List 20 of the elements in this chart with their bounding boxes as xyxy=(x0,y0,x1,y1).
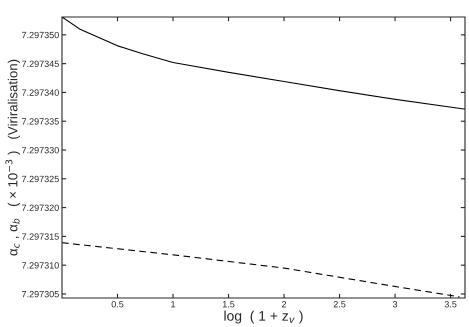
x-tick-label: 3.5 xyxy=(444,301,456,308)
x-tick-label: 1 xyxy=(171,301,176,308)
y-tick-label: 7.297330 xyxy=(22,146,59,154)
x-tick-label: 3 xyxy=(392,301,398,308)
y-tick-label: 7.297340 xyxy=(22,89,59,96)
y-tick-label: 7.297320 xyxy=(22,204,59,211)
y-tick-label: 7.297335 xyxy=(22,118,59,125)
x-axis-title: log ( 1 + z$_{v}$ ) xyxy=(224,310,303,324)
text: α$_{c}$ , α$_{b}$ ( × 10$^{−3}$ ) (Viriralisation) xyxy=(5,60,20,256)
x-tick-label: 1.5 xyxy=(222,301,234,308)
y-tick-label: 7.297350 xyxy=(22,32,59,38)
x-tick-label: 0.5 xyxy=(112,301,124,308)
line-series xyxy=(62,242,460,298)
y-tick-label: 7.297345 xyxy=(22,60,59,67)
y-tick-label: 7.297325 xyxy=(22,176,59,182)
x-tick-label: 2.5 xyxy=(334,301,346,308)
y-tick-label: 7.297305 xyxy=(22,290,59,298)
y-tick-label: 7.297315 xyxy=(22,233,59,240)
x-tick-label: 2 xyxy=(282,301,286,308)
y-tick-label: 7.297310 xyxy=(22,262,59,269)
